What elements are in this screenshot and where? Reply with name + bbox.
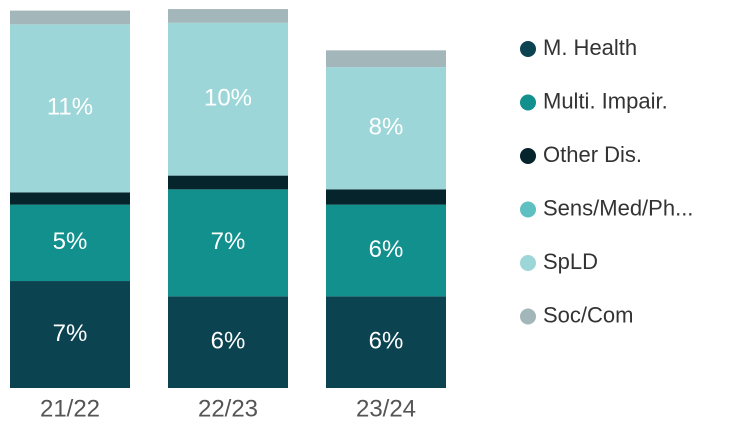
legend-marker xyxy=(520,94,536,111)
bar-segment xyxy=(326,67,446,190)
x-tick-label: 21/22 xyxy=(40,395,100,422)
value-label: 6% xyxy=(211,328,246,355)
legend-marker xyxy=(520,148,536,164)
bar-segment xyxy=(326,204,446,297)
legend-label: Soc/Com xyxy=(543,302,633,327)
bar-segment xyxy=(10,10,130,25)
bar-segment xyxy=(326,189,446,205)
legend-marker xyxy=(520,201,536,218)
bar-segment xyxy=(10,192,130,205)
bar-segment xyxy=(326,50,446,68)
legend-label: SpLD xyxy=(543,249,598,274)
bar-segment xyxy=(168,296,288,388)
bar-segment xyxy=(10,281,130,388)
legend-label: Multi. Impair. xyxy=(543,88,668,113)
bar-segment xyxy=(168,189,288,297)
value-label: 11% xyxy=(47,94,93,121)
legend-label: Other Dis. xyxy=(543,142,642,167)
value-label: 7% xyxy=(211,228,246,255)
bar-segment xyxy=(326,296,446,388)
bar-segment xyxy=(10,204,130,282)
value-label: 8% xyxy=(369,114,404,141)
value-label: 7% xyxy=(53,320,88,347)
value-label: 6% xyxy=(369,328,404,355)
value-label: 6% xyxy=(369,236,404,263)
legend-marker xyxy=(520,41,536,57)
x-tick-label: 22/23 xyxy=(198,395,258,422)
legend-label: M. Health xyxy=(543,35,637,60)
bar-segment xyxy=(10,24,130,193)
value-label: 10% xyxy=(204,85,252,112)
bar-segment xyxy=(168,22,288,176)
legend-marker xyxy=(520,308,536,325)
x-tick-label: 23/24 xyxy=(356,395,416,422)
bar-segment xyxy=(168,9,288,23)
value-label: 5% xyxy=(53,228,88,255)
legend-marker xyxy=(520,255,536,271)
legend-label: Sens/Med/Ph... xyxy=(543,195,693,220)
bar-segment xyxy=(168,175,288,190)
